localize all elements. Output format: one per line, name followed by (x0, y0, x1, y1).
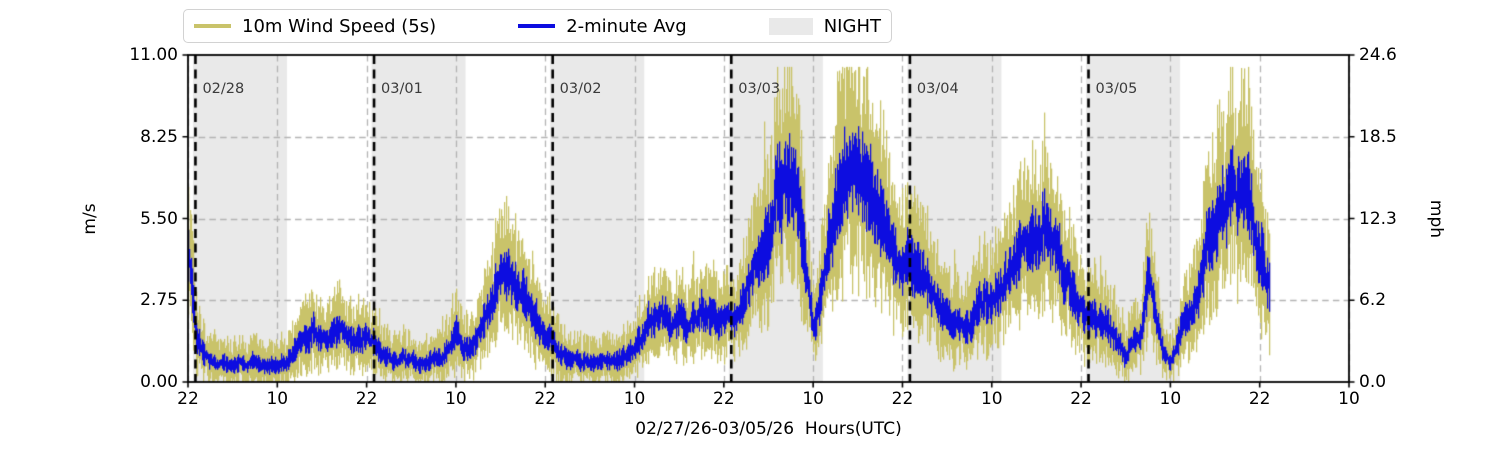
left-axis-label: m/s (80, 203, 100, 235)
xtick-2-22: 22 (355, 389, 378, 409)
date-label-03-01: 03/01 (381, 81, 423, 97)
legend-line-swatch-1 (518, 23, 556, 29)
xtick-10-22: 22 (1070, 389, 1092, 409)
right-axis-label: mph (1426, 199, 1446, 239)
ytick-left-2.75: 2.75 (140, 290, 178, 311)
xtick-4-22: 22 (534, 389, 557, 409)
legend-patch-swatch-2 (768, 17, 813, 35)
xtick-11-10: 10 (1159, 389, 1182, 409)
xtick-7-10: 10 (802, 389, 824, 409)
ytick-left-8.25: 8.25 (140, 126, 178, 147)
date-label-03-03: 03/03 (738, 81, 781, 97)
legend-label-1: 2-minute Avg (566, 15, 687, 37)
xtick-1-10: 10 (266, 389, 289, 409)
legend: 10m Wind Speed (5s) 2-minute Avg NIGHT (183, 9, 892, 43)
ytick-left-11.00: 11.00 (129, 45, 178, 65)
legend-label-2: NIGHT (823, 15, 881, 37)
ytick-right-24.6: 24.6 (1359, 45, 1397, 65)
date-label-03-05: 03/05 (1095, 81, 1138, 97)
xtick-13-10: 10 (1338, 389, 1360, 409)
legend-item-night[interactable]: NIGHT (768, 15, 881, 37)
legend-label-0: 10m Wind Speed (5s) (242, 15, 437, 37)
x-axis-label: 02/27/26-03/05/26 Hours(UTC) (635, 419, 902, 439)
xtick-9-10: 10 (980, 389, 1003, 409)
ytick-right-12.3: 12.3 (1359, 208, 1397, 229)
legend-line-swatch-0 (194, 23, 231, 29)
xtick-0-22: 22 (177, 389, 199, 409)
xtick-5-10: 10 (623, 389, 646, 409)
xtick-3-10: 10 (445, 389, 467, 409)
ytick-left-0.00: 0.00 (140, 372, 178, 392)
date-label-02-28: 02/28 (202, 81, 245, 97)
ytick-right-6.2: 6.2 (1359, 290, 1387, 311)
ytick-right-0.0: 0.0 (1359, 372, 1387, 392)
date-label-03-02: 03/02 (559, 81, 602, 97)
ytick-right-18.5: 18.5 (1359, 126, 1397, 147)
legend-item-10m-wind-speed-5s-[interactable]: 10m Wind Speed (5s) (194, 16, 436, 37)
date-label-03-04: 03/04 (916, 81, 959, 97)
legend-item-2-minute-avg[interactable]: 2-minute Avg (518, 16, 687, 37)
xtick-12-22: 22 (1248, 389, 1271, 409)
ytick-left-5.50: 5.50 (140, 208, 178, 229)
xtick-8-22: 22 (891, 389, 914, 409)
xtick-6-22: 22 (713, 389, 735, 409)
